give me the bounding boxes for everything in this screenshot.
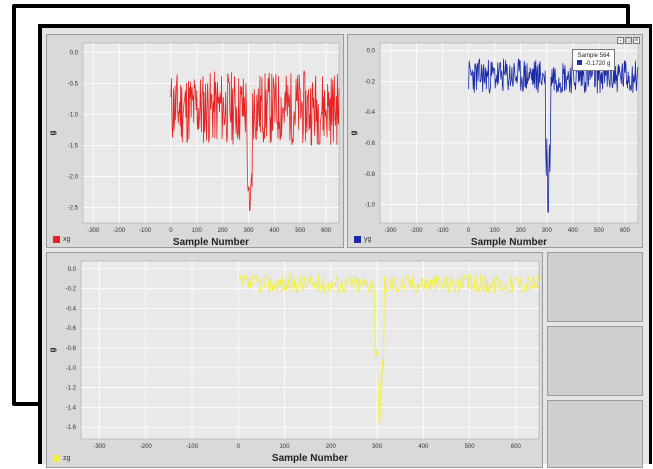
x-axis-label: Sample Number — [272, 453, 348, 464]
z-axis-chart: -300 -200 -100 0 100 200 300 400 500 600 0.0 -0.2 -0… — [48, 260, 540, 464]
y-tick-label: -0.6 — [66, 326, 77, 332]
y-tick-label: -0.6 — [365, 141, 376, 147]
y-tick-label: -2.5 — [68, 205, 79, 211]
x-tick-label: 400 — [418, 444, 429, 450]
tooltip-swatch — [577, 60, 582, 65]
y-axis-label: g — [349, 130, 358, 135]
signal-line — [468, 58, 639, 213]
x-legend-swatch — [53, 236, 60, 243]
maximize-icon[interactable]: □ — [625, 37, 632, 44]
signal-line — [238, 272, 540, 423]
signal-line — [170, 70, 340, 211]
empty-panel-2 — [547, 326, 643, 396]
y-tick-label: -1.0 — [66, 366, 77, 372]
x-tick-label: 100 — [192, 228, 203, 234]
y-tick-label: -2.0 — [68, 174, 79, 180]
y-legend-label: yg — [364, 236, 372, 243]
x-tick-label: 300 — [372, 444, 383, 450]
y-tick-label: -1.0 — [68, 112, 79, 118]
x-tick-label: -200 — [410, 228, 423, 234]
accelerometer-window: -300 -200 -100 0 100 200 300 400 500 600 0.0 -0.5 -1… — [38, 24, 652, 468]
x-tick-label: 500 — [465, 444, 476, 450]
x-tick-label: 0 — [467, 228, 471, 234]
x-axis-chart: -300 -200 -100 0 100 200 300 400 500 600 0.0 -0.5 -1… — [48, 42, 340, 248]
close-icon[interactable]: × — [633, 37, 640, 44]
x-legend-label: xg — [63, 236, 71, 243]
x-tick-label: 400 — [269, 228, 280, 234]
x-tick-label: -200 — [113, 228, 126, 234]
x-tick-label: 100 — [280, 444, 291, 450]
y-legend: yg — [354, 236, 371, 243]
plot-area — [82, 42, 340, 224]
x-tick-label: -200 — [140, 444, 153, 450]
x-tick-label: 100 — [490, 228, 501, 234]
tooltip-sample: Sample 564 — [577, 53, 610, 59]
x-tick-label: 500 — [594, 228, 605, 234]
y-axis-label: g — [48, 130, 57, 135]
x-tick-label: 300 — [243, 228, 254, 234]
x-tick-label: 200 — [516, 228, 527, 234]
x-tick-label: -300 — [87, 228, 100, 234]
x-tick-label: -300 — [384, 228, 397, 234]
x-legend: xg — [53, 236, 70, 243]
y-tick-label: -1.6 — [66, 425, 77, 431]
y-tick-label: 0.0 — [367, 49, 376, 55]
sample-tooltip: Sample 564 -0.1720 g — [572, 49, 616, 71]
plot-area — [379, 42, 639, 224]
x-tick-label: -100 — [139, 228, 152, 234]
x-tick-label: 300 — [542, 228, 553, 234]
x-tick-label: 400 — [568, 228, 579, 234]
chart-window-controls: - □ × — [617, 37, 640, 44]
y-axis-chart: -300 -200 -100 0 100 200 300 400 500 600 0.0 -0.2 -0… — [349, 42, 639, 248]
x-tick-label: 0 — [169, 228, 173, 234]
z-legend-label: zg — [63, 455, 71, 462]
x-tick-label: -300 — [93, 444, 106, 450]
x-tick-label: -100 — [437, 228, 450, 234]
x-tick-label: 200 — [326, 444, 337, 450]
x-axis-chart-panel[interactable]: -300 -200 -100 0 100 200 300 400 500 600 0.0 -0.5 -1… — [46, 34, 344, 248]
y-tick-label: -0.2 — [66, 287, 77, 293]
y-tick-label: -0.8 — [365, 172, 376, 178]
y-legend-swatch — [354, 236, 361, 243]
y-tick-label: 0.0 — [70, 50, 79, 56]
x-tick-label: 200 — [218, 228, 229, 234]
y-tick-label: -1.0 — [365, 203, 376, 209]
plot-area — [80, 260, 540, 440]
y-tick-label: -1.5 — [68, 143, 79, 149]
z-legend: zg — [53, 455, 70, 462]
x-tick-label: 500 — [295, 228, 306, 234]
z-legend-swatch — [53, 455, 60, 462]
y-tick-label: 0.0 — [68, 267, 77, 273]
tooltip-value: -0.1720 g — [585, 61, 611, 67]
y-tick-label: -1.2 — [66, 386, 77, 392]
tooltip-value-row: -0.1720 g — [577, 60, 610, 68]
x-tick-label: 0 — [237, 444, 241, 450]
x-tick-label: 600 — [511, 444, 522, 450]
y-tick-label: -1.4 — [66, 405, 77, 411]
y-tick-label: -0.2 — [365, 79, 376, 85]
empty-panel-3 — [547, 400, 643, 468]
x-axis-label: Sample Number — [173, 237, 249, 248]
empty-panel-1 — [547, 252, 643, 322]
y-tick-label: -0.4 — [66, 306, 77, 312]
y-axis-chart-panel[interactable]: -300 -200 -100 0 100 200 300 400 500 600 0.0 -0.2 -0… — [347, 34, 643, 248]
x-axis-label: Sample Number — [471, 237, 547, 248]
y-tick-label: -0.5 — [68, 81, 79, 87]
y-tick-label: -0.8 — [66, 346, 77, 352]
y-axis-label: g — [48, 347, 57, 352]
x-tick-label: -100 — [186, 444, 199, 450]
x-tick-label: 600 — [620, 228, 631, 234]
x-tick-label: 600 — [321, 228, 332, 234]
y-tick-label: -0.4 — [365, 110, 376, 116]
minimize-icon[interactable]: - — [617, 37, 624, 44]
z-axis-chart-panel[interactable]: -300 -200 -100 0 100 200 300 400 500 600 0.0 -0.2 -0… — [46, 252, 543, 468]
